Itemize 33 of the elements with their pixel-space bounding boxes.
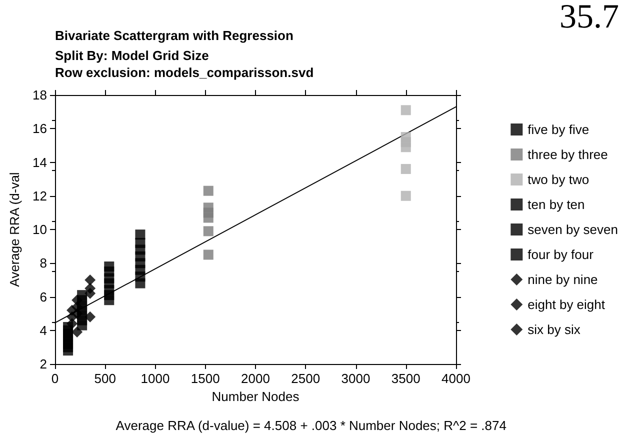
y-axis-title: Average RRA (d-val: [7, 172, 22, 287]
y-tick-label: 4: [40, 322, 47, 338]
x-tick-label: 0: [51, 371, 59, 386]
legend-label: seven by seven: [528, 222, 618, 237]
y-tick-label: 6: [40, 289, 47, 304]
x-tick-label: 500: [94, 371, 116, 386]
legend-label: two by two: [528, 172, 590, 187]
x-tick-label: 2000: [241, 371, 270, 386]
y-tick-label: 2: [40, 356, 47, 372]
text: 35.7: [560, 0, 619, 36]
legend-label: four by four: [528, 247, 594, 262]
y-tick-label: 14: [32, 154, 47, 170]
x-tick-label: 4000: [442, 371, 470, 386]
y-tick-label: 10: [32, 222, 47, 237]
chart-title: Bivariate Scattergram with Regression: [55, 28, 294, 43]
legend-label: eight by eight: [528, 297, 606, 312]
x-tick-label: 1000: [140, 371, 170, 386]
x-tick-label: 2500: [291, 371, 320, 386]
legend-label: five by five: [528, 122, 590, 137]
legend-label: three by three: [528, 147, 608, 162]
y-tick-label: 18: [32, 88, 47, 102]
chart-subtitle: Split By: Model Grid Size Row exclusion: models_comparisson.svd: [55, 48, 314, 80]
text: Average RRA (d-value) = 4.508 + .003 * Number Nodes; R^2 = .874: [116, 418, 506, 433]
y-tick-label: 16: [32, 121, 47, 136]
y-tick-label: 8: [40, 256, 47, 271]
legend-label: six by six: [528, 322, 581, 337]
x-tick-label: 3000: [341, 371, 370, 386]
legend-label: nine by nine: [528, 272, 598, 287]
x-tick-label: 1500: [190, 371, 220, 386]
x-tick-label: 3500: [391, 371, 420, 386]
legend-label: ten by ten: [528, 197, 585, 212]
x-axis-title: Number Nodes: [212, 388, 300, 404]
y-tick-label: 12: [32, 188, 47, 204]
